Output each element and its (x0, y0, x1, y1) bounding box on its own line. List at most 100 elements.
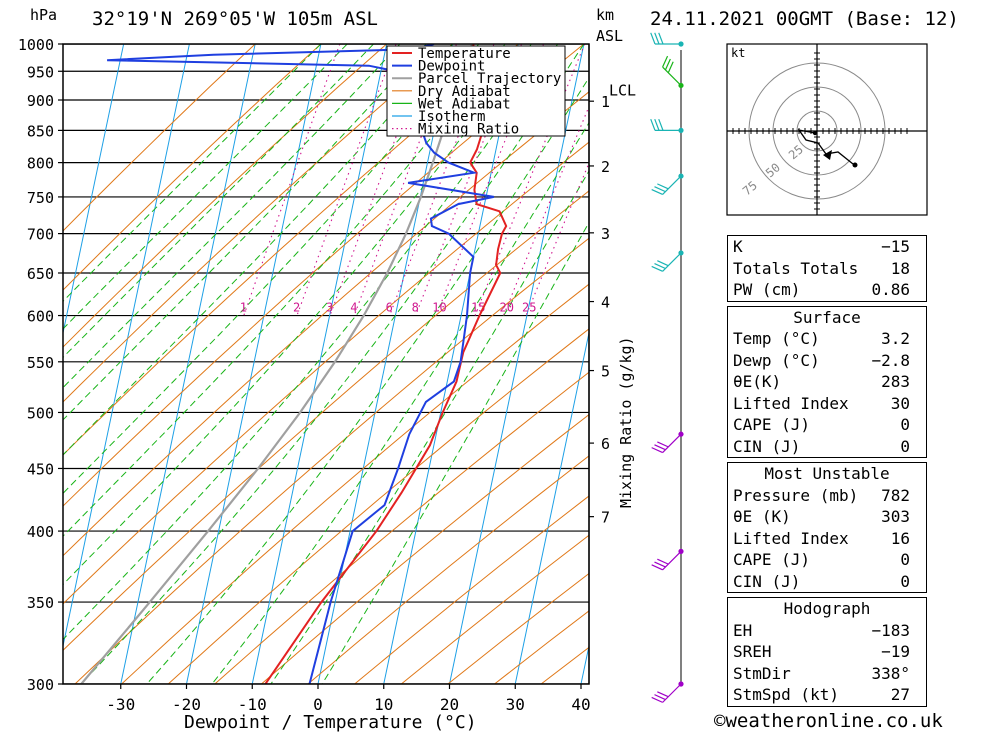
isotherm-line (317, 44, 453, 684)
stat-row: PW (cm) 0.86 (728, 279, 926, 301)
dry-adiabat-line (261, 413, 589, 684)
wind-barb-flag (650, 32, 656, 45)
stat-label: Lifted Index (733, 393, 849, 413)
wet-adiabat-line (63, 44, 480, 495)
isotherm-line (514, 330, 589, 684)
km-unit-label: km (596, 6, 615, 24)
wind-barb-flag (657, 183, 669, 190)
wet-adiabat-line (63, 44, 322, 303)
asl-unit-label: ASL (596, 27, 624, 45)
wind-barb-flag (654, 444, 666, 451)
dry-adiabat-line (63, 141, 589, 605)
wind-barb-flag (651, 696, 663, 703)
dry-adiabat-line (63, 44, 256, 232)
stat-label: SREH (733, 642, 772, 661)
wet-adiabat-line (63, 44, 348, 330)
surface-box: Surface Temp (°C) 3.2 Dewp (°C) −2.8 θE(K) 28… (727, 305, 927, 458)
y-tick-label: 650 (27, 265, 54, 283)
x-tick-label: 0 (313, 695, 323, 714)
stat-label: K (733, 237, 743, 256)
wind-barb-flag (658, 118, 664, 131)
stat-row: Lifted Index 30 (728, 393, 926, 415)
dry-adiabat-line (121, 283, 589, 684)
dry-adiabat-line (63, 44, 585, 507)
stat-value: 18 (890, 258, 910, 278)
wind-barb-staff (662, 66, 682, 86)
stat-value: 0 (900, 415, 910, 434)
mixing-ratio-label: 6 (386, 301, 393, 315)
stats-table: K −15 Totals Totals 18 PW (cm) 0.86 Surface T… (727, 235, 927, 711)
stat-value: 283 (881, 372, 910, 391)
y-tick-label: 850 (27, 122, 54, 140)
stat-row: CIN (J) 0 (728, 436, 926, 458)
stat-row: EH −183 (728, 620, 926, 642)
stat-row: Totals Totals 18 (728, 258, 926, 280)
station-location: 32°19'N 269°05'W 105m ASL (92, 8, 378, 30)
wet-adiabat-line (63, 44, 453, 456)
km-tick-label: 7 (601, 509, 610, 527)
stat-label: CIN (J) (733, 436, 801, 456)
wind-barb-staff (662, 433, 682, 453)
dry-adiabat-line (63, 91, 589, 557)
stat-label: Dewp (°C) (733, 350, 820, 370)
wet-adiabat-line (63, 44, 559, 641)
parcel-trajectory-line (80, 44, 474, 684)
hodograph-stats-box: Hodograph EH −183 SREH −19 StmDir 338° StmSpd … (727, 597, 927, 707)
mixing-ratio-label: 20 (499, 301, 513, 315)
mixing-ratio-line (296, 44, 397, 316)
wind-barb-staff (662, 683, 682, 703)
wind-barb-flag (657, 260, 669, 267)
stat-row: Temp (°C) 3.2 (728, 328, 926, 350)
storm-motion-arrow (823, 150, 832, 160)
km-tick-label: 2 (601, 158, 610, 176)
stat-value: 3.2 (881, 329, 910, 348)
stat-row: Dewp (°C) −2.8 (728, 350, 926, 372)
wind-barb-flag (654, 32, 660, 45)
wet-adiabat-line (211, 121, 589, 684)
mixing-ratio-label: 1 (240, 301, 247, 315)
stat-row: CAPE (J) 0 (728, 414, 926, 436)
stat-value: 303 (881, 507, 910, 526)
stat-label: CAPE (J) (733, 550, 811, 569)
wind-barb-flag (651, 564, 663, 571)
wet-adiabat-line (146, 76, 589, 684)
stat-label: StmSpd (kt) (733, 685, 839, 704)
mixing-ratio-label: 8 (412, 301, 419, 315)
wind-barb-flag (654, 186, 666, 193)
isotherm-line (186, 44, 322, 684)
wind-barb-flag (654, 263, 666, 270)
stat-label: Totals Totals (733, 258, 859, 278)
dry-adiabat-line (214, 371, 589, 684)
wind-barb-flag (657, 558, 669, 565)
stat-row: CAPE (J) 0 (728, 549, 926, 571)
x-tick-label: 30 (506, 695, 525, 714)
dry-adiabat-line (74, 237, 589, 684)
hodograph-end-point (852, 162, 858, 168)
y-tick-label: 700 (27, 226, 54, 244)
isotherm-line (383, 44, 519, 684)
wind-barb-flag (654, 118, 660, 131)
wind-barb-flag (654, 561, 666, 568)
isotherm-line (120, 44, 256, 684)
stat-label: Pressure (mb) (733, 485, 859, 505)
stat-label: StmDir (733, 663, 791, 683)
y-tick-label: 750 (27, 189, 54, 207)
wind-barb-flag (667, 61, 674, 73)
wind-barb-flag (658, 32, 664, 45)
hpa-unit-label: hPa (30, 6, 58, 24)
dry-adiabat-line (63, 44, 387, 348)
stat-label: θE (K) (733, 507, 791, 526)
stat-row: Lifted Index 16 (728, 528, 926, 550)
stat-value: 30 (890, 393, 910, 413)
legend-item: Temperature (418, 46, 511, 62)
stat-row: θE (K) 303 (728, 506, 926, 528)
km-tick-label: 3 (601, 225, 610, 243)
x-tick-label: -20 (172, 695, 201, 714)
stat-value: 782 (881, 485, 910, 505)
stat-value: −183 (871, 620, 910, 640)
x-tick-label: 40 (571, 695, 590, 714)
legend-item: Mixing Ratio (418, 122, 519, 138)
credit-text[interactable]: ©weatheronline.co.uk (714, 710, 943, 732)
